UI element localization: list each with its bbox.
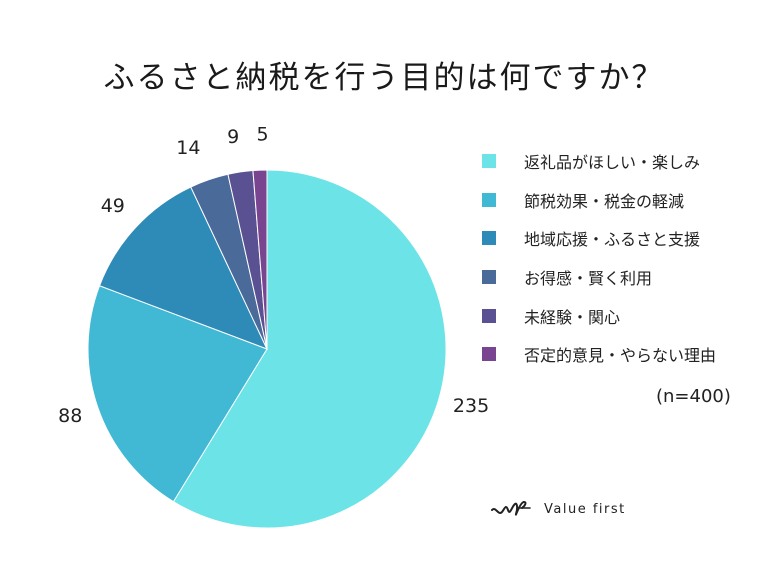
chart-title: ふるさと納税を行う目的は何ですか？ [103, 60, 665, 96]
legend-swatch-5 [482, 347, 496, 362]
legend-label-3: お得感・賢く利用 [524, 269, 653, 289]
pie-slice-5 [252, 169, 268, 350]
legend-swatch-3 [482, 270, 496, 285]
pie-data-labels: 235 88 49 14 9 5 [58, 124, 489, 427]
legend-label-2: 地域応援・ふるさと支援 [524, 230, 701, 250]
legend: 返礼品がほしい・楽しみ 節税効果・税金の軽減 地域応援・ふるさと支援 お得感・賢… [482, 142, 762, 374]
legend-swatch-4 [482, 308, 496, 323]
brand-logo: Value first [490, 496, 626, 522]
pie-data-label-1: 88 [58, 405, 82, 427]
legend-item-2: 地域応援・ふるさと支援 [482, 219, 762, 258]
legend-label-4: 未経験・関心 [524, 307, 621, 327]
pie-data-label-4: 9 [227, 126, 239, 148]
legend-label-0: 返礼品がほしい・楽しみ [524, 153, 701, 173]
legend-item-4: 未経験・関心 [482, 296, 762, 335]
legend-item-5: 否定的意見・やらない理由 [482, 335, 762, 374]
legend-item-0: 返礼品がほしい・楽しみ [482, 142, 762, 181]
pie-slice-0 [172, 169, 447, 529]
pie-slices [87, 169, 447, 529]
pie-slice-1 [87, 285, 268, 503]
legend-swatch-2 [482, 231, 496, 246]
legend-swatch-0 [482, 154, 496, 169]
legend-item-3: お得感・賢く利用 [482, 258, 762, 297]
legend-swatch-1 [482, 192, 496, 207]
legend-item-1: 節税効果・税金の軽減 [482, 181, 762, 220]
pie-data-label-5: 5 [257, 124, 269, 146]
pie-slice-2 [98, 186, 268, 350]
pie-data-label-2: 49 [101, 195, 125, 217]
pie-data-label-0: 235 [453, 395, 489, 417]
pie-data-label-3: 14 [176, 137, 200, 159]
sample-size-note: (n=400) [656, 386, 731, 407]
legend-label-1: 節税効果・税金の軽減 [524, 191, 685, 211]
brand-logo-icon [491, 500, 531, 516]
brand-name: Value first [544, 501, 626, 517]
legend-label-5: 否定的意見・やらない理由 [524, 346, 717, 366]
